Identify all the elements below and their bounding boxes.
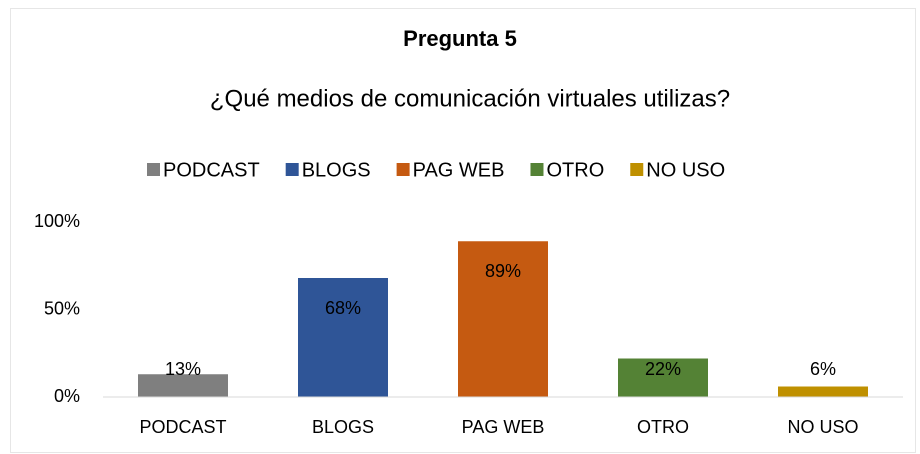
x-tick-label: NO USO [787, 417, 858, 437]
legend-swatch [530, 163, 544, 176]
y-tick-label: 50% [44, 298, 80, 318]
data-label: 89% [485, 261, 521, 281]
chart-title: Pregunta 5 [403, 26, 517, 51]
x-tick-label: BLOGS [312, 417, 374, 437]
chart-frame [10, 8, 916, 453]
legend-swatch [147, 163, 160, 176]
legend-label: NO USO [646, 159, 725, 181]
bar [778, 386, 868, 397]
legend-swatch [285, 163, 299, 176]
bar [458, 241, 548, 397]
data-label: 13% [165, 359, 201, 379]
legend-swatch [396, 163, 410, 176]
x-tick-label: PODCAST [139, 417, 226, 437]
y-tick-label: 0% [54, 386, 80, 406]
bar [298, 278, 388, 397]
x-tick-label: PAG WEB [462, 417, 545, 437]
data-label: 68% [325, 298, 361, 318]
data-label: 6% [810, 359, 836, 379]
legend-label: BLOGS [302, 159, 371, 181]
legend-label: OTRO [546, 159, 604, 181]
bar [138, 374, 228, 397]
bar [618, 358, 708, 397]
legend-swatch [630, 163, 644, 176]
data-label: 22% [645, 359, 681, 379]
chart-subtitle: ¿Qué medios de comunicación virtuales ut… [210, 85, 730, 112]
x-tick-label: OTRO [637, 417, 689, 437]
y-tick-label: 100% [34, 211, 80, 231]
legend-label: PAG WEB [413, 159, 505, 181]
legend-label: PODCAST [163, 159, 260, 181]
